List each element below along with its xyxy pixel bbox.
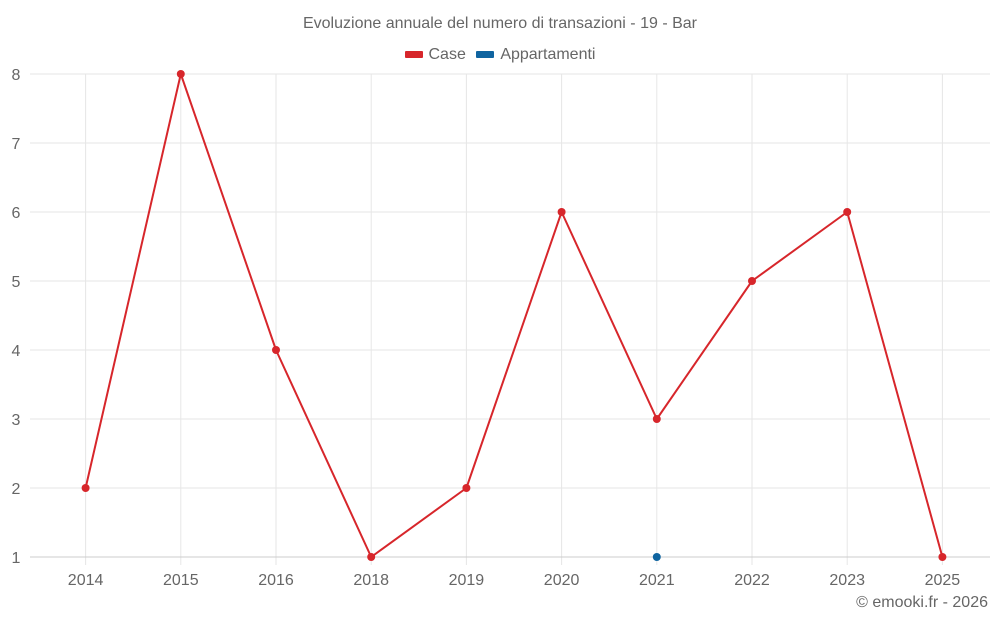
- x-tick-label: 2018: [353, 572, 389, 589]
- data-point[interactable]: [652, 415, 661, 423]
- x-tick-label: 2025: [925, 572, 961, 589]
- copyright-credit: © emooki.fr - 2026: [856, 594, 988, 611]
- x-tick-label: 2014: [68, 572, 104, 589]
- data-point[interactable]: [462, 484, 471, 492]
- y-tick-label: 6: [12, 205, 21, 222]
- x-tick-label: 2016: [258, 572, 294, 589]
- y-tick-label: 8: [12, 67, 21, 84]
- legend-swatch-appartamenti: [476, 51, 495, 58]
- data-point[interactable]: [81, 484, 90, 492]
- legend-item-appartamenti[interactable]: Appartamenti: [476, 46, 595, 64]
- chart-title: Evoluzione annuale del numero di transaz…: [302, 15, 697, 32]
- y-tick-label: 4: [12, 343, 21, 360]
- data-point[interactable]: [557, 208, 566, 216]
- x-tick-label: 2021: [639, 572, 675, 589]
- y-tick-label: 5: [12, 274, 21, 291]
- data-point[interactable]: [843, 208, 852, 216]
- legend-swatch-case: [404, 51, 423, 58]
- data-point[interactable]: [272, 346, 280, 354]
- x-tick-label: 2020: [544, 572, 580, 589]
- x-tick-label: 2023: [829, 572, 865, 589]
- data-point[interactable]: [938, 553, 947, 561]
- x-tick-label: 2022: [734, 572, 770, 589]
- y-tick-label: 3: [12, 412, 21, 429]
- y-tick-label: 1: [12, 550, 21, 567]
- data-series: [81, 70, 947, 561]
- data-point[interactable]: [176, 70, 185, 78]
- chart-legend: Case Appartamenti: [0, 45, 1000, 64]
- x-tick-label: 2015: [163, 572, 199, 589]
- legend-item-case[interactable]: Case: [404, 45, 466, 64]
- legend-label-case: Case: [428, 45, 466, 63]
- series-line: [84, 73, 944, 558]
- axes: 1 2 3 4 5 6 7 8 2014 2015 2016 2018 2019 2020 2021 2022…: [12, 67, 990, 589]
- grid-lines: [30, 73, 990, 565]
- y-tick-label: 7: [12, 136, 21, 153]
- x-tick-label: 2019: [449, 572, 485, 589]
- data-point[interactable]: [748, 277, 756, 285]
- y-tick-label: 2: [12, 481, 21, 498]
- legend-label-appartamenti: Appartamenti: [500, 45, 596, 63]
- data-point[interactable]: [367, 553, 376, 561]
- data-point[interactable]: [652, 553, 661, 561]
